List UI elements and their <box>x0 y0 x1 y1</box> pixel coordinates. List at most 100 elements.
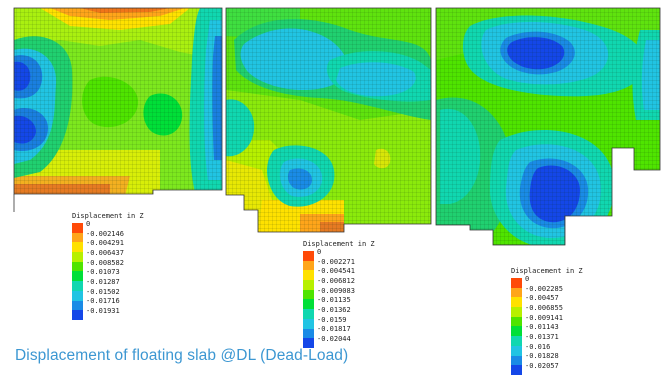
legend-entry: -0.002271 <box>303 257 375 271</box>
legend-swatch <box>511 307 522 317</box>
legend-entry: -0.0159 <box>303 315 375 329</box>
legend-swatch <box>511 278 522 288</box>
legend-entry: -0.016 <box>511 342 583 356</box>
legend-entry: -0.01931 <box>72 307 144 320</box>
legend-swatch <box>303 338 314 348</box>
legend-value: -0.006855 <box>525 303 563 312</box>
legend-swatch <box>511 336 522 346</box>
legend-value: -0.01502 <box>86 287 120 296</box>
legend-entry: -0.006437 <box>72 248 144 262</box>
legend-slab-b: Displacement in Z 0 -0.002271 -0.004541 -0.… <box>303 240 375 348</box>
legend-slab-c: Displacement in Z 0 -0.002285 -0.00457 -0.0… <box>511 267 583 375</box>
legend-swatch <box>511 345 522 356</box>
legend-value: -0.008582 <box>86 258 124 267</box>
legend-value: -0.006812 <box>317 276 355 285</box>
legend-slab-a: Displacement in Z 0 -0.002146 -0.004291 -0.… <box>72 212 144 320</box>
legend-entry: -0.02044 <box>303 335 375 348</box>
slab-c-contour <box>436 8 660 245</box>
legend-value: -0.01073 <box>86 268 120 277</box>
legend-value: -0.009141 <box>525 313 563 322</box>
legend-entry: -0.00457 <box>511 294 583 308</box>
legend-value: -0.01828 <box>525 352 559 361</box>
legend-entry: -0.002146 <box>72 229 144 243</box>
legend-entry: -0.01502 <box>72 287 144 301</box>
legend-title: Displacement in Z <box>303 240 375 248</box>
legend-value: -0.002146 <box>86 229 124 238</box>
legend-swatch <box>303 260 314 271</box>
legend-value: -0.01371 <box>525 332 559 341</box>
legend-swatch <box>511 365 522 375</box>
legend-value: -0.002271 <box>317 257 355 266</box>
legend-swatch <box>303 318 314 329</box>
legend-swatch <box>72 232 83 243</box>
legend-value: -0.01817 <box>317 325 351 334</box>
legend-value: -0.01143 <box>525 323 559 332</box>
legend-swatch <box>72 281 83 291</box>
legend-swatch <box>72 261 83 272</box>
legend-value: -0.002285 <box>525 284 563 293</box>
legend-value: 0 <box>525 274 530 283</box>
legend-value: -0.0159 <box>317 315 347 324</box>
legend-swatch <box>303 309 314 319</box>
legend-swatch <box>511 316 522 327</box>
legend-value: -0.01931 <box>86 307 120 316</box>
legend-value: -0.02057 <box>525 362 559 371</box>
legend-swatch <box>303 328 314 339</box>
legend-entry: -0.01371 <box>511 332 583 346</box>
legend-value: -0.01716 <box>86 297 120 306</box>
legend-value: -0.016 <box>525 342 551 351</box>
legend-entry: 0 <box>511 274 583 288</box>
legend-entry: -0.02057 <box>511 362 583 375</box>
legend-swatch <box>511 297 522 308</box>
legend-swatch <box>72 271 83 282</box>
legend-entry: -0.004541 <box>303 267 375 281</box>
legend-entry: -0.01817 <box>303 325 375 339</box>
legend-entry: -0.008582 <box>72 258 144 272</box>
legend-entry: -0.01073 <box>72 268 144 282</box>
legend-value: 0 <box>86 219 91 228</box>
legend-entry: -0.01143 <box>511 323 583 337</box>
legend-title: Displacement in Z <box>72 212 144 220</box>
legend-value: -0.004291 <box>86 239 124 248</box>
legend-swatch <box>72 300 83 311</box>
legend-entry: -0.01135 <box>303 296 375 310</box>
legend-value: -0.006437 <box>86 248 124 257</box>
legend-swatch <box>511 326 522 337</box>
legend-value: -0.01135 <box>317 296 351 305</box>
legend-value: -0.02044 <box>317 335 351 344</box>
slab-b-contour <box>226 8 431 232</box>
legend-entry: -0.01828 <box>511 352 583 366</box>
slab-a-contour <box>14 8 222 194</box>
legend-entry: -0.009083 <box>303 286 375 300</box>
legend-swatch <box>303 270 314 281</box>
legend-entry: -0.009141 <box>511 313 583 327</box>
legend-value: -0.004541 <box>317 267 355 276</box>
legend-swatch <box>72 242 83 253</box>
legend-swatch <box>72 310 83 320</box>
figure-caption: Displacement of floating slab @DL (Dead-… <box>15 347 349 364</box>
legend-swatch <box>511 355 522 366</box>
legend-value: -0.009083 <box>317 286 355 295</box>
legend-entry: -0.01716 <box>72 297 144 311</box>
legend-entry: -0.006855 <box>511 303 583 317</box>
legend-swatch <box>511 287 522 298</box>
legend-entry: -0.004291 <box>72 239 144 253</box>
legend-value: -0.01287 <box>86 277 120 286</box>
legend-title: Displacement in Z <box>511 267 583 275</box>
legend-entry: 0 <box>72 219 144 233</box>
legend-swatch <box>303 289 314 300</box>
legend-value: 0 <box>317 247 322 256</box>
legend-entry: -0.002285 <box>511 284 583 298</box>
legend-value: -0.01362 <box>317 305 351 314</box>
legend-swatch <box>303 280 314 290</box>
legend-entry: -0.01362 <box>303 305 375 319</box>
legend-entry: -0.01287 <box>72 277 144 291</box>
legend-entry: -0.006812 <box>303 276 375 290</box>
legend-swatch <box>303 299 314 310</box>
legend-swatch <box>72 290 83 301</box>
legend-swatch <box>72 223 83 233</box>
legend-entry: 0 <box>303 247 375 261</box>
legend-swatch <box>303 251 314 261</box>
legend-value: -0.00457 <box>525 294 559 303</box>
